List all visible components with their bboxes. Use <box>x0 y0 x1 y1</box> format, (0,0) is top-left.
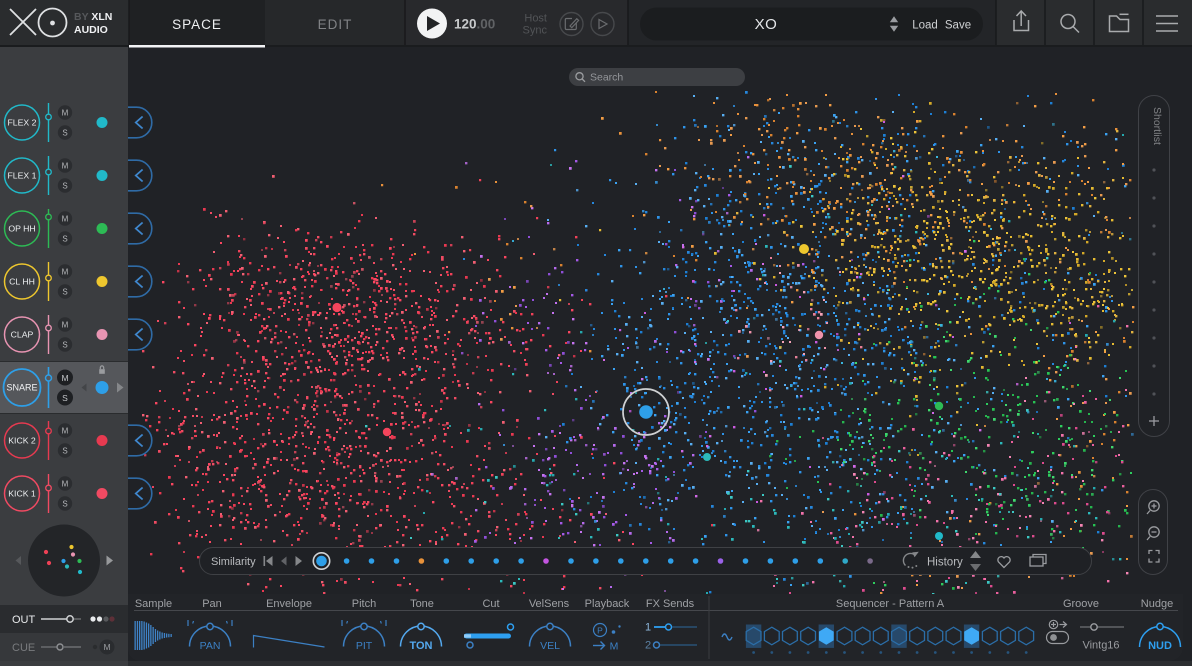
svg-text:Playback: Playback <box>585 598 630 610</box>
svg-text:Similarity: Similarity <box>211 556 256 568</box>
svg-text:SPACE: SPACE <box>172 17 222 32</box>
svg-text:Search: Search <box>590 72 623 84</box>
svg-text:OUT: OUT <box>12 614 36 626</box>
svg-text:FLEX 2: FLEX 2 <box>8 118 37 128</box>
svg-text:Nudge: Nudge <box>1141 598 1173 610</box>
svg-text:Pan: Pan <box>202 598 222 610</box>
svg-text:Tone: Tone <box>410 598 434 610</box>
svg-text:Sample: Sample <box>135 598 172 610</box>
svg-text:KICK 2: KICK 2 <box>8 436 36 446</box>
svg-text:Host: Host <box>524 13 547 25</box>
svg-text:Shortlist: Shortlist <box>1151 107 1163 145</box>
svg-text:S: S <box>62 288 67 297</box>
svg-text:S: S <box>62 235 67 244</box>
svg-text:FLEX 1: FLEX 1 <box>8 171 37 181</box>
svg-text:AUDIO: AUDIO <box>74 24 108 36</box>
svg-text:VEL: VEL <box>540 640 560 652</box>
svg-text:P: P <box>597 626 603 636</box>
svg-text:PAN: PAN <box>200 640 221 652</box>
svg-text:1: 1 <box>645 622 651 634</box>
svg-text:NUD: NUD <box>1148 640 1172 652</box>
svg-text:M: M <box>61 373 68 383</box>
svg-text:EDIT: EDIT <box>318 17 353 32</box>
svg-text:XO: XO <box>755 16 778 33</box>
svg-text:M: M <box>62 215 69 224</box>
svg-text:M: M <box>62 427 69 436</box>
svg-text:VelSens: VelSens <box>529 598 570 610</box>
svg-text:S: S <box>62 447 67 456</box>
svg-text:CL HH: CL HH <box>9 277 35 287</box>
svg-text:Save: Save <box>945 20 971 32</box>
svg-text:OP HH: OP HH <box>8 224 35 234</box>
svg-text:Load: Load <box>912 20 938 32</box>
svg-text:SNARE: SNARE <box>6 383 37 393</box>
svg-text:S: S <box>62 500 67 509</box>
svg-text:M: M <box>62 268 69 277</box>
svg-text:PIT: PIT <box>356 640 373 652</box>
svg-text:Cut: Cut <box>482 598 499 610</box>
svg-text:120.00: 120.00 <box>454 17 495 32</box>
svg-text:M: M <box>62 480 69 489</box>
svg-text:M: M <box>62 321 69 330</box>
svg-text:FX Sends: FX Sends <box>646 598 695 610</box>
svg-text:KICK 1: KICK 1 <box>8 489 36 499</box>
svg-text:S: S <box>62 129 67 138</box>
svg-text:M: M <box>62 162 69 171</box>
svg-text:Pitch: Pitch <box>352 598 376 610</box>
svg-text:2: 2 <box>645 640 651 652</box>
svg-text:S: S <box>62 182 67 191</box>
svg-text:BY XLN: BY XLN <box>74 11 112 23</box>
svg-text:Vintg16: Vintg16 <box>1082 640 1119 652</box>
svg-text:CUE: CUE <box>12 642 35 654</box>
svg-text:Groove: Groove <box>1063 598 1099 610</box>
svg-text:S: S <box>62 393 68 403</box>
svg-text:M: M <box>610 641 619 653</box>
svg-text:Sequencer - Pattern A: Sequencer - Pattern A <box>836 598 945 610</box>
svg-text:TON: TON <box>409 640 432 652</box>
svg-text:CLAP: CLAP <box>11 330 34 340</box>
svg-text:M: M <box>103 642 110 652</box>
svg-text:History: History <box>927 557 963 569</box>
svg-text:Sync: Sync <box>523 25 548 37</box>
svg-text:M: M <box>62 109 69 118</box>
svg-text:S: S <box>62 341 67 350</box>
svg-text:Envelope: Envelope <box>266 598 312 610</box>
